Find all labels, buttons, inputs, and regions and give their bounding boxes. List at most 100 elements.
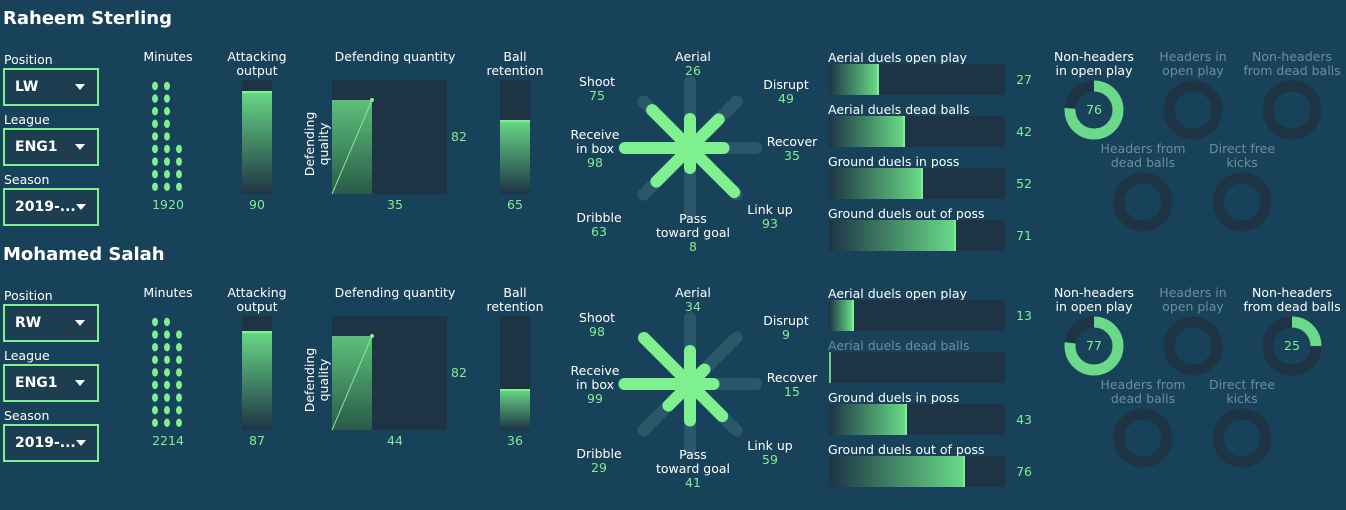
donut-direct-free-kicks bbox=[1212, 408, 1272, 468]
shoot-label: Shoot bbox=[578, 74, 616, 89]
chevron-down-icon bbox=[75, 320, 85, 326]
defending-chart bbox=[331, 80, 447, 195]
aerial-label: Aerial bbox=[675, 285, 711, 300]
donut-label-non-headers-open: Non-headers in open play bbox=[1039, 50, 1149, 78]
minute-dot bbox=[164, 355, 170, 364]
donut-track bbox=[1113, 408, 1173, 468]
ball-retention-value: 65 bbox=[507, 197, 523, 212]
aerial-value: 34 bbox=[685, 299, 701, 314]
donut-label-line2: open play bbox=[1162, 299, 1224, 314]
donut-label-line2: in open play bbox=[1055, 63, 1133, 78]
recover-value: 15 bbox=[784, 384, 800, 399]
duel-bar-fill bbox=[829, 220, 956, 251]
league-select[interactable]: ENG1 bbox=[3, 128, 99, 166]
pass-toward-goal-value: 8 bbox=[689, 239, 697, 254]
pass-toward-goal-line2: toward goal bbox=[656, 225, 730, 240]
pass-toward-goal-line2: toward goal bbox=[656, 461, 730, 476]
dribble-label: Dribble bbox=[576, 210, 622, 225]
receive-in-box-value: 98 bbox=[587, 155, 603, 170]
season-select[interactable]: 2019-... bbox=[3, 188, 99, 226]
position-select[interactable]: RW bbox=[3, 304, 99, 342]
minute-dot bbox=[152, 119, 158, 128]
attacking-output-bar bbox=[242, 80, 272, 194]
donut-label-line1: Headers from bbox=[1100, 377, 1186, 392]
ball-retention-bar bbox=[500, 316, 530, 430]
attacking-output-label-line2: output bbox=[236, 63, 278, 78]
position-label: Position bbox=[4, 288, 53, 303]
player-name: Mohamed Salah bbox=[3, 244, 165, 265]
minutes-value: 1920 bbox=[152, 197, 184, 212]
duel-label: Aerial duels open play bbox=[828, 50, 967, 65]
ball-retention-label: Ball retention bbox=[480, 50, 550, 78]
minute-dot bbox=[164, 182, 170, 191]
season-select[interactable]: 2019-... bbox=[3, 424, 99, 462]
minute-dot bbox=[164, 119, 170, 128]
donut-track bbox=[1212, 408, 1272, 468]
defending-quantity-label: Defending quantity bbox=[334, 285, 456, 300]
donut-headers-open bbox=[1163, 316, 1223, 376]
defending-quantity-value: 44 bbox=[387, 433, 403, 448]
disrupt-label: Disrupt bbox=[763, 77, 809, 92]
attacking-output-bar bbox=[242, 316, 272, 430]
donut-fill bbox=[1064, 80, 1124, 140]
donut-headers-open bbox=[1163, 80, 1223, 140]
player-name: Raheem Sterling bbox=[3, 8, 172, 29]
position-value: RW bbox=[15, 315, 42, 331]
donut-track bbox=[1163, 316, 1223, 376]
link-up-label: Link up bbox=[747, 202, 793, 217]
duel-bar bbox=[829, 220, 1005, 251]
minute-dot bbox=[176, 406, 182, 415]
defending-quality-label: Defending quality bbox=[302, 111, 331, 177]
star-hub bbox=[674, 368, 706, 400]
defending-chart bbox=[331, 316, 447, 431]
league-select[interactable]: ENG1 bbox=[3, 364, 99, 402]
duel-bar-fill bbox=[829, 300, 854, 331]
donut-track bbox=[1163, 80, 1223, 140]
donut-label-non-headers-open: Non-headers in open play bbox=[1039, 286, 1149, 314]
season-label: Season bbox=[4, 408, 50, 423]
minute-dot bbox=[164, 170, 170, 179]
duel-value: 52 bbox=[1016, 176, 1032, 191]
receive-in-box-line1: Receive bbox=[570, 363, 620, 378]
attacking-output-label: Attacking output bbox=[222, 50, 292, 78]
duel-bar bbox=[829, 116, 1005, 147]
ball-retention-label-line1: Ball bbox=[503, 49, 527, 64]
receive-in-box-line1: Receive bbox=[570, 127, 620, 142]
donut-label-line1: Non-headers bbox=[1054, 49, 1134, 64]
minutes-label: Minutes bbox=[143, 49, 193, 64]
minute-dot bbox=[152, 406, 158, 415]
donut-label-line2: from dead balls bbox=[1243, 63, 1341, 78]
donut-label-line2: kicks bbox=[1226, 391, 1258, 406]
receive-in-box-line2: in box bbox=[576, 377, 614, 392]
duel-bar bbox=[829, 456, 1005, 487]
duel-bar bbox=[829, 404, 1005, 435]
pass-toward-goal-line1: Pass bbox=[679, 447, 707, 462]
duel-label: Aerial duels open play bbox=[828, 286, 967, 301]
minute-dot bbox=[176, 157, 182, 166]
recover-value: 35 bbox=[784, 148, 800, 163]
receive-in-box-value: 99 bbox=[587, 391, 603, 406]
receive-in-box-label: Receive in box bbox=[560, 128, 630, 156]
league-label: League bbox=[4, 348, 50, 363]
minutes-label: Minutes bbox=[143, 285, 193, 300]
duel-value: 71 bbox=[1016, 228, 1032, 243]
donut-label-line2: from dead balls bbox=[1243, 299, 1341, 314]
pass-toward-goal-value: 41 bbox=[685, 475, 701, 490]
dribble-value: 63 bbox=[591, 224, 607, 239]
position-select[interactable]: LW bbox=[3, 68, 99, 106]
duel-label: Ground duels out of poss bbox=[828, 206, 985, 221]
minute-dot bbox=[164, 368, 170, 377]
duel-label: Aerial duels dead balls bbox=[828, 102, 970, 117]
minute-dot bbox=[164, 393, 170, 402]
donut-label-line1: Non-headers bbox=[1252, 49, 1332, 64]
donut-value-non-headers-open: 77 bbox=[1086, 338, 1102, 353]
donut-label-line1: Direct free bbox=[1208, 141, 1276, 156]
minute-dot bbox=[152, 81, 158, 91]
minute-dot bbox=[176, 393, 182, 402]
minute-dot bbox=[152, 393, 158, 402]
minute-dot bbox=[176, 330, 182, 339]
defending-quantity-value: 35 bbox=[387, 197, 403, 212]
attacking-output-fill bbox=[242, 330, 272, 430]
donut-label-line1: Headers in bbox=[1159, 49, 1227, 64]
defending-diagonal bbox=[331, 334, 374, 431]
